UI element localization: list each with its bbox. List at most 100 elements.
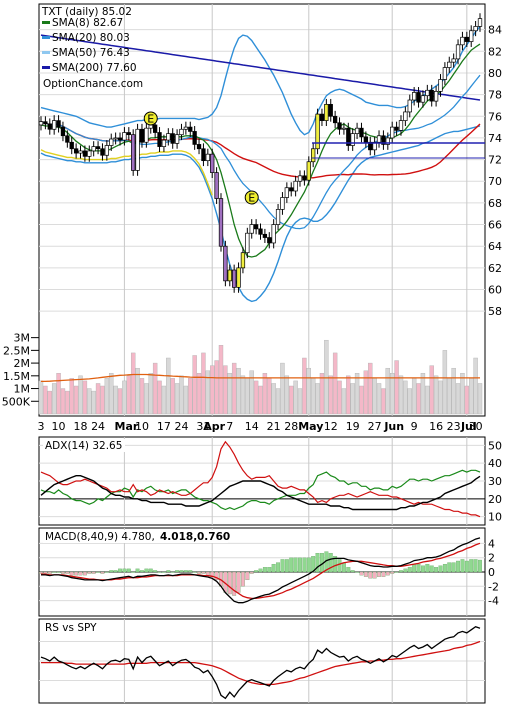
volume-bar — [65, 390, 70, 415]
volume-bar — [69, 378, 74, 415]
macd-panel: -4 -202 4 MACD(8,40,9) 4.780, 4.018, 0.760 — [38, 527, 499, 617]
volume-bar — [100, 385, 105, 415]
candle-body — [359, 127, 364, 138]
candle-body — [144, 127, 149, 143]
candle-body — [43, 121, 48, 125]
date-tick-label: 23 — [447, 420, 461, 433]
volume-bar — [289, 385, 294, 415]
volume-bar — [337, 380, 342, 415]
candle-body — [315, 113, 320, 150]
date-tick-label: 31 — [196, 420, 210, 433]
candle-body — [126, 132, 131, 136]
candle-body — [460, 36, 465, 46]
volume-grid — [31, 337, 39, 402]
volume-bar — [91, 390, 96, 415]
volume-bar — [473, 357, 478, 415]
volume-bar — [135, 367, 140, 415]
price-grid — [39, 4, 485, 416]
adx-label-bg — [43, 439, 125, 452]
date-tick-label: 28 — [284, 420, 298, 433]
candle-body — [302, 175, 307, 181]
candle-body — [416, 92, 421, 103]
candle-body — [346, 127, 351, 146]
adx-label: ADX(14) 32.65 — [45, 440, 122, 452]
macd-histogram-bar — [350, 570, 355, 573]
date-tick-label: 3 — [38, 420, 45, 433]
macd-histogram — [39, 551, 482, 596]
macd-histogram-bar — [74, 571, 79, 576]
date-tick-label: 12 — [324, 420, 338, 433]
macd-histogram-bar — [254, 570, 259, 573]
macd-histogram-bar — [456, 560, 460, 573]
macd-histogram-bar — [390, 571, 395, 574]
candle-body — [240, 252, 246, 269]
candle-body — [477, 18, 483, 27]
candle-body — [433, 91, 439, 102]
candle-body — [201, 148, 206, 162]
volume-bar — [455, 383, 461, 415]
candle-body — [319, 113, 325, 121]
date-tick-label: 9 — [411, 420, 418, 433]
macd-histogram-bar — [412, 563, 417, 573]
macd-label-bg — [43, 530, 228, 543]
volume-bar — [95, 383, 101, 415]
volume-bar — [407, 388, 412, 415]
volume-bar — [346, 375, 351, 415]
rs-average-line — [41, 640, 481, 686]
volume-bar — [447, 378, 452, 415]
macd-histogram-bar — [276, 562, 281, 573]
macd-histogram-bar — [56, 571, 61, 573]
candle-body — [473, 26, 478, 32]
volume-bar — [87, 388, 92, 415]
date-tick-label: 24 — [91, 420, 105, 433]
macd-histogram-bar — [447, 562, 452, 573]
candle-body — [328, 104, 333, 117]
volume-bar — [214, 360, 219, 415]
candle-body — [297, 175, 303, 182]
volume-bar — [205, 370, 211, 415]
volume-bar — [174, 383, 180, 415]
volume-bar — [210, 365, 215, 415]
candle-body — [442, 67, 448, 80]
rs-label: RS vs SPY — [45, 622, 97, 634]
volume-bar — [350, 383, 355, 415]
candle-body — [95, 146, 101, 150]
legend-sma50-swatch — [42, 51, 50, 54]
volume-bar — [218, 345, 224, 415]
volume-bar — [438, 380, 443, 415]
candle-body — [223, 245, 228, 282]
volume-bar — [51, 383, 57, 415]
adx-tick-label: 40 — [488, 457, 502, 470]
macd-histogram-bar — [39, 571, 43, 574]
candle-body — [438, 79, 443, 92]
macd-histogram-bar — [460, 559, 465, 573]
volume-bar — [324, 339, 329, 415]
adx-axis: 10 20 30 40 50 — [488, 439, 502, 523]
candle-body — [38, 121, 44, 126]
candle-body — [420, 95, 426, 103]
macd-histogram-bar — [377, 571, 381, 577]
candle-body — [324, 104, 329, 121]
macd-tick-label: 0 — [488, 566, 495, 579]
volume-bar — [122, 380, 127, 415]
candle-body — [135, 128, 140, 171]
macd-tick-label: 4 — [488, 537, 495, 550]
histogram-value: 0.760 — [197, 531, 230, 543]
candle-body — [100, 148, 105, 156]
bollinger-upper-line — [40, 25, 481, 136]
candle-body — [249, 224, 254, 234]
macd-histogram-bar — [346, 567, 351, 573]
macd-histogram-bar — [188, 570, 193, 573]
macd-histogram-bar — [315, 552, 320, 573]
volume-bar — [82, 380, 88, 415]
volume-bar — [293, 380, 298, 415]
macd-histogram-bar — [175, 570, 180, 573]
volume-bar — [368, 362, 373, 415]
price-tick-label: 80 — [488, 67, 502, 80]
macd-histogram-bar — [135, 568, 140, 573]
volume-bar — [236, 367, 241, 415]
candle-body — [280, 197, 285, 210]
volume-bar — [253, 380, 259, 415]
volume-bar — [166, 357, 171, 415]
earnings-marker — [143, 111, 158, 126]
